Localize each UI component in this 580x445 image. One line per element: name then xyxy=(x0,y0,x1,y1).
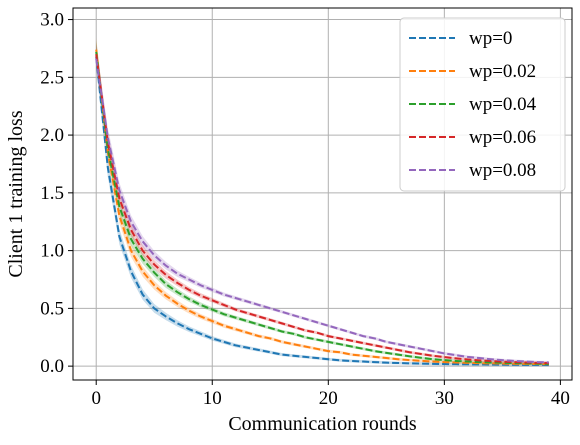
series-line-0 xyxy=(95,56,549,366)
plot-frame xyxy=(72,7,573,381)
y-tick-label: 1.5 xyxy=(40,183,64,204)
y-tick-label: 1.0 xyxy=(40,241,64,262)
y-axis-label: Client 1 training loss xyxy=(5,110,27,277)
series-line-3 xyxy=(95,54,549,365)
legend: wp=0 wp=0.02 wp=0.04 wp=0.06 wp=0.08 xyxy=(399,17,566,192)
x-tick-label: 20 xyxy=(319,388,338,409)
x-tick-label: 10 xyxy=(203,388,222,409)
legend-box xyxy=(399,17,566,192)
axis-ticks: 0 10 20 30 40 0.0 0.5 1.0 1.5 2.0 2.5 3.0 xyxy=(40,10,570,409)
y-tick-label: 2.5 xyxy=(40,67,64,88)
series-line-2 xyxy=(95,51,549,365)
series-line-1 xyxy=(95,49,549,366)
legend-label-0: wp=0 xyxy=(469,28,512,49)
legend-label-3: wp=0.06 xyxy=(469,127,536,148)
y-tick-label: 0.5 xyxy=(40,298,64,319)
series-lines xyxy=(95,49,549,366)
legend-label-1: wp=0.02 xyxy=(469,61,536,82)
series-line-4 xyxy=(95,58,549,364)
x-tick-label: 0 xyxy=(91,388,101,409)
y-tick-label: 0.0 xyxy=(40,356,64,377)
y-tick-label: 3.0 xyxy=(40,10,64,31)
x-tick-label: 30 xyxy=(435,388,454,409)
legend-label-4: wp=0.08 xyxy=(469,160,536,181)
y-tick-label: 2.0 xyxy=(40,125,64,146)
x-tick-label: 40 xyxy=(551,388,570,409)
legend-label-2: wp=0.04 xyxy=(469,94,537,115)
x-axis-label: Communication rounds xyxy=(228,413,417,435)
